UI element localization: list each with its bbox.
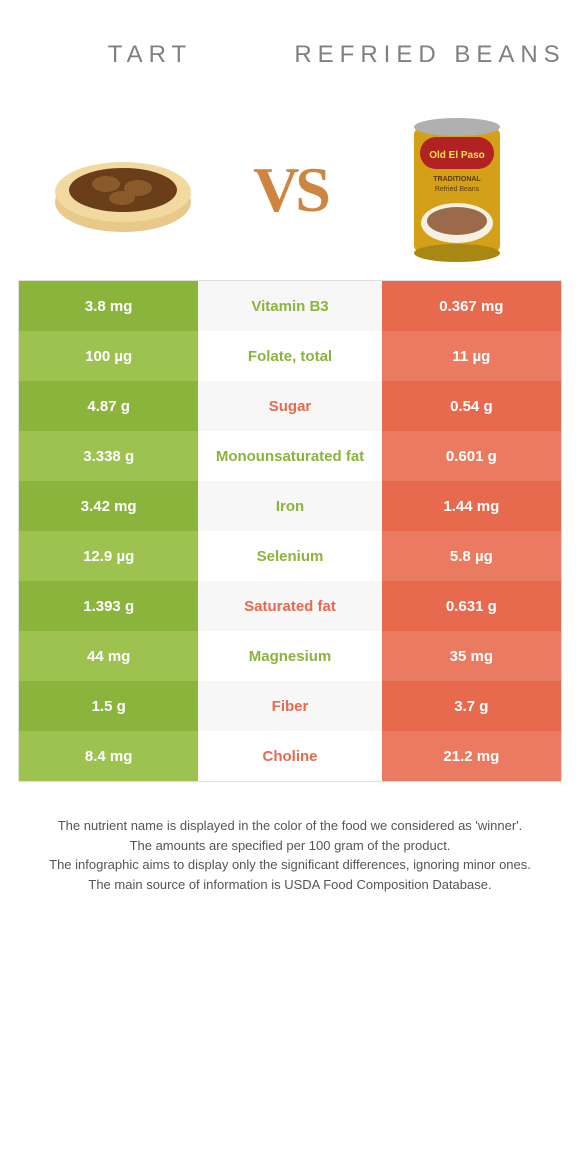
nutrient-name: Folate, total — [198, 331, 381, 381]
right-value: 0.367 mg — [382, 281, 561, 331]
table-row: 1.5 gFiber3.7 g — [19, 681, 561, 731]
right-value: 0.601 g — [382, 431, 561, 481]
table-row: 3.42 mgIron1.44 mg — [19, 481, 561, 531]
right-value: 11 µg — [382, 331, 561, 381]
left-value: 8.4 mg — [19, 731, 198, 781]
footer-line-2: The amounts are specified per 100 gram o… — [40, 836, 540, 856]
left-value: 12.9 µg — [19, 531, 198, 581]
footer-notes: The nutrient name is displayed in the co… — [40, 816, 540, 894]
right-value: 1.44 mg — [382, 481, 561, 531]
left-value: 100 µg — [19, 331, 198, 381]
svg-text:Old El Paso: Old El Paso — [429, 150, 485, 161]
header: TART REFRIED BEANS — [0, 0, 580, 100]
nutrient-name: Monounsaturated fat — [198, 431, 381, 481]
nutrient-name: Choline — [198, 731, 381, 781]
right-value: 0.631 g — [382, 581, 561, 631]
right-value: 3.7 g — [382, 681, 561, 731]
left-value: 1.393 g — [19, 581, 198, 631]
nutrient-name: Magnesium — [198, 631, 381, 681]
nutrient-name: Vitamin B3 — [198, 281, 381, 331]
left-value: 4.87 g — [19, 381, 198, 431]
footer-line-4: The main source of information is USDA F… — [40, 875, 540, 895]
table-row: 3.338 gMonounsaturated fat0.601 g — [19, 431, 561, 481]
tart-image — [48, 120, 198, 260]
nutrient-name: Saturated fat — [198, 581, 381, 631]
food-left-title: TART — [10, 41, 290, 69]
beans-can-image: Old El Paso TRADITIONAL Refried Beans — [382, 120, 532, 260]
nutrient-name: Selenium — [198, 531, 381, 581]
footer-line-3: The infographic aims to display only the… — [40, 855, 540, 875]
left-value: 3.338 g — [19, 431, 198, 481]
right-value: 21.2 mg — [382, 731, 561, 781]
nutrient-name: Iron — [198, 481, 381, 531]
right-value: 35 mg — [382, 631, 561, 681]
left-value: 3.42 mg — [19, 481, 198, 531]
svg-text:TRADITIONAL: TRADITIONAL — [434, 176, 482, 183]
vs-label: VS — [253, 153, 327, 227]
right-value: 5.8 µg — [382, 531, 561, 581]
right-value: 0.54 g — [382, 381, 561, 431]
hero-row: VS Old El Paso TRADITIONAL Refried Beans — [0, 100, 580, 280]
table-row: 100 µgFolate, total11 µg — [19, 331, 561, 381]
left-value: 44 mg — [19, 631, 198, 681]
table-row: 4.87 gSugar0.54 g — [19, 381, 561, 431]
svg-text:Refried Beans: Refried Beans — [435, 186, 480, 193]
food-right-title: REFRIED BEANS — [290, 41, 570, 69]
nutrient-name: Fiber — [198, 681, 381, 731]
table-row: 44 mgMagnesium35 mg — [19, 631, 561, 681]
table-row: 12.9 µgSelenium5.8 µg — [19, 531, 561, 581]
table-row: 1.393 gSaturated fat0.631 g — [19, 581, 561, 631]
table-row: 8.4 mgCholine21.2 mg — [19, 731, 561, 781]
left-value: 1.5 g — [19, 681, 198, 731]
footer-line-1: The nutrient name is displayed in the co… — [40, 816, 540, 836]
nutrient-table: 3.8 mgVitamin B30.367 mg100 µgFolate, to… — [18, 280, 562, 782]
left-value: 3.8 mg — [19, 281, 198, 331]
table-row: 3.8 mgVitamin B30.367 mg — [19, 281, 561, 331]
nutrient-name: Sugar — [198, 381, 381, 431]
